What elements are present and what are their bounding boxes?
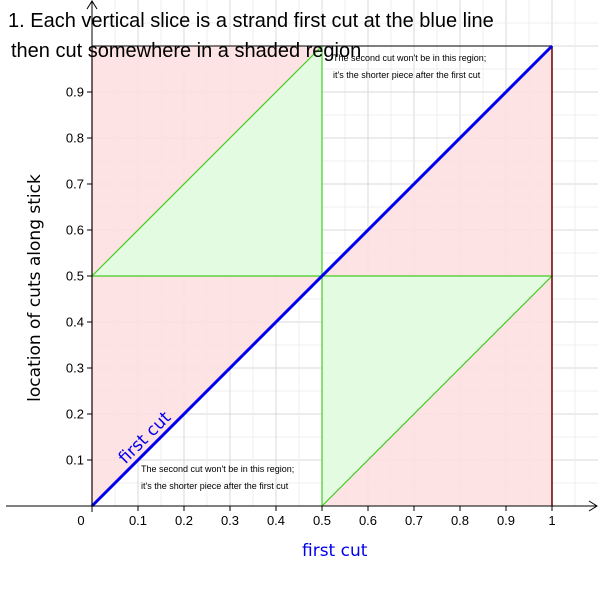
y-tick-label: 0.4: [66, 315, 84, 330]
x-tick-label: 0.1: [129, 513, 147, 528]
x-axis-label: first cut: [302, 541, 368, 561]
x-tick-label: 0.6: [359, 513, 377, 528]
y-tick-label: 0.1: [66, 453, 84, 468]
annotation-top-right-line-1: The second cut won't be in this region;: [333, 53, 487, 63]
y-tick-label: 0.2: [66, 407, 84, 422]
region-boundary-line: [91, 45, 323, 277]
annotation-top-right: The second cut won't be in this region; …: [333, 50, 486, 84]
y-tick-label: 0.3: [66, 361, 84, 376]
x-tick-label: 0.5: [313, 513, 331, 528]
x-tick-label: 0.3: [221, 513, 239, 528]
y-tick-label: 0.9: [66, 85, 84, 100]
annotation-bottom-left-line-1: The second cut won't be in this region;: [141, 464, 295, 474]
x-tick-label: 0.7: [405, 513, 423, 528]
y-tick-label: 0.8: [66, 131, 84, 146]
x-tick-label: 1: [548, 513, 555, 528]
x-tick-label: 0.8: [451, 513, 469, 528]
axis-layer: [6, 0, 598, 512]
tick-layer: 0.1 0.2 0.3 0.4 0.5 0.6 0.7 0.8 0.9 1 0.1 0.2 0.3 0.4…: [66, 85, 556, 529]
y-tick-label: 0.5: [66, 269, 84, 284]
y-axis-label: location of cuts along stick: [25, 174, 45, 402]
annotation-bottom-left-line-2: it's the shorter piece after the first c…: [141, 481, 289, 491]
x-tick-label: 0.9: [497, 513, 515, 528]
title-line-1: 1. Each vertical slice is a strand first…: [8, 10, 494, 32]
y-tick-label: 0.7: [66, 177, 84, 192]
x-tick-label: 0.4: [267, 513, 285, 528]
origin-label: 0: [77, 513, 84, 528]
annotation-top-right-line-2: it's the shorter piece after the first c…: [333, 70, 481, 80]
y-tick-label: 0.6: [66, 223, 84, 238]
y-axis-arrow-icon: [86, 0, 98, 10]
diagonal-first-cut-line: [90, 44, 554, 508]
region-boundary-line: [321, 275, 553, 507]
x-axis-arrow-icon: [588, 500, 598, 512]
annotation-bottom-left: The second cut won't be in this region; …: [141, 461, 294, 495]
x-tick-label: 0.2: [175, 513, 193, 528]
title-line-2: then cut somewhere in a shaded region: [11, 40, 362, 62]
